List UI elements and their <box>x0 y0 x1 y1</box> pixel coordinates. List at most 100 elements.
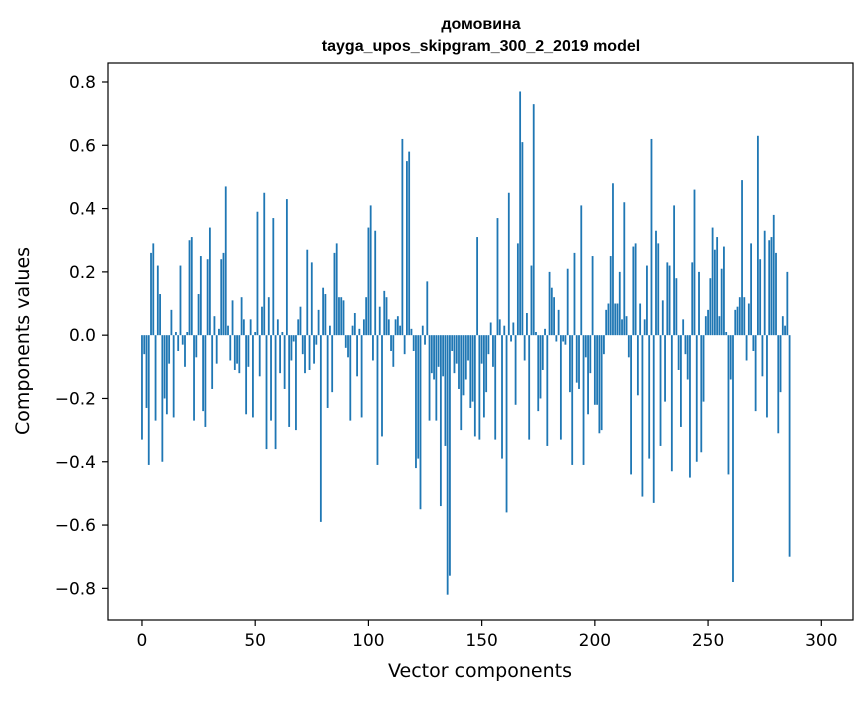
bar-40 <box>231 300 234 336</box>
bar-251 <box>709 278 712 336</box>
bar-240 <box>684 335 687 355</box>
bar-196 <box>584 335 587 358</box>
bar-62 <box>281 332 284 336</box>
bar-52 <box>258 335 261 377</box>
y-tick-label: 0.6 <box>69 136 96 156</box>
bar-179 <box>546 335 549 446</box>
bar-79 <box>319 335 322 522</box>
bar-96 <box>358 328 361 336</box>
bar-227 <box>655 230 657 336</box>
bar-244 <box>693 189 696 336</box>
bar-259 <box>727 335 730 475</box>
bar-45 <box>242 319 245 336</box>
bar-115 <box>401 138 404 336</box>
bar-182 <box>553 297 555 336</box>
bar-16 <box>177 335 180 351</box>
bar-10 <box>163 335 166 399</box>
bar-80 <box>322 287 325 336</box>
bar-22 <box>190 237 193 336</box>
bar-39 <box>229 335 232 361</box>
y-tick-label: 0.8 <box>69 73 96 93</box>
bar-167 <box>519 91 522 336</box>
bar-178 <box>544 328 546 336</box>
y-tick-label: 0.0 <box>69 326 96 346</box>
bar-49 <box>252 335 254 418</box>
bar-1 <box>143 335 146 355</box>
bar-11 <box>165 335 168 415</box>
bar-48 <box>249 319 252 336</box>
bar-41 <box>233 335 236 370</box>
bar-282 <box>779 335 782 393</box>
bar-94 <box>353 313 356 336</box>
bar-226 <box>652 335 655 503</box>
bar-180 <box>548 271 551 336</box>
bar-121 <box>415 335 417 469</box>
bar-109 <box>387 319 390 336</box>
bar-243 <box>691 262 694 336</box>
bar-266 <box>743 297 746 336</box>
bar-255 <box>718 316 721 336</box>
x-axis-ticks: 0 50 100 150 200 250 300 <box>137 620 838 651</box>
bar-141 <box>460 335 463 431</box>
bar-168 <box>521 142 524 336</box>
bar-58 <box>272 218 275 336</box>
bar-257 <box>723 246 725 336</box>
bar-31 <box>211 335 214 389</box>
bar-23 <box>193 335 195 421</box>
bar-268 <box>747 303 750 336</box>
bar-156 <box>494 335 497 440</box>
bar-71 <box>301 335 304 355</box>
bar-47 <box>247 335 250 367</box>
bar-113 <box>396 316 399 336</box>
bar-104 <box>376 335 379 465</box>
y-axis-label: Components values <box>12 247 34 435</box>
bar-150 <box>480 335 483 364</box>
bar-280 <box>775 252 777 336</box>
bar-238 <box>680 335 682 427</box>
bar-132 <box>439 335 442 507</box>
bar-135 <box>446 335 449 595</box>
bar-213 <box>623 202 626 336</box>
bar-108 <box>385 297 388 336</box>
bar-283 <box>781 316 784 336</box>
bar-125 <box>424 335 426 345</box>
bar-13 <box>170 309 173 336</box>
bar-87 <box>338 297 340 336</box>
bar-231 <box>664 335 666 402</box>
bar-273 <box>759 259 762 336</box>
bar-203 <box>600 335 603 431</box>
bar-99 <box>365 297 368 336</box>
bar-66 <box>290 335 293 361</box>
bar-191 <box>573 252 576 336</box>
bar-59 <box>274 335 277 450</box>
y-tick-label: 0.4 <box>69 200 96 220</box>
bar-192 <box>575 335 578 383</box>
bar-219 <box>636 335 639 396</box>
bar-218 <box>634 243 637 336</box>
y-tick-label: −0.6 <box>55 516 96 536</box>
bar-56 <box>267 297 270 336</box>
bar-123 <box>419 335 422 510</box>
bar-220 <box>639 303 642 336</box>
bar-14 <box>172 335 175 418</box>
bars-group <box>141 91 791 595</box>
bar-265 <box>741 180 743 336</box>
bar-77 <box>315 335 318 345</box>
bar-36 <box>222 252 225 336</box>
bar-208 <box>612 183 614 336</box>
bar-102 <box>372 335 374 361</box>
bar-160 <box>503 325 506 336</box>
bar-83 <box>329 325 331 336</box>
bar-105 <box>378 306 381 336</box>
bar-270 <box>752 335 755 351</box>
bar-29 <box>206 259 209 336</box>
bar-267 <box>745 335 748 361</box>
bar-100 <box>367 227 370 336</box>
bar-169 <box>523 335 526 361</box>
bar-114 <box>399 325 402 336</box>
bar-164 <box>512 322 515 336</box>
bar-239 <box>682 319 685 336</box>
x-axis-label: Vector components <box>388 660 572 682</box>
bar-194 <box>580 205 583 336</box>
bar-65 <box>288 335 291 427</box>
